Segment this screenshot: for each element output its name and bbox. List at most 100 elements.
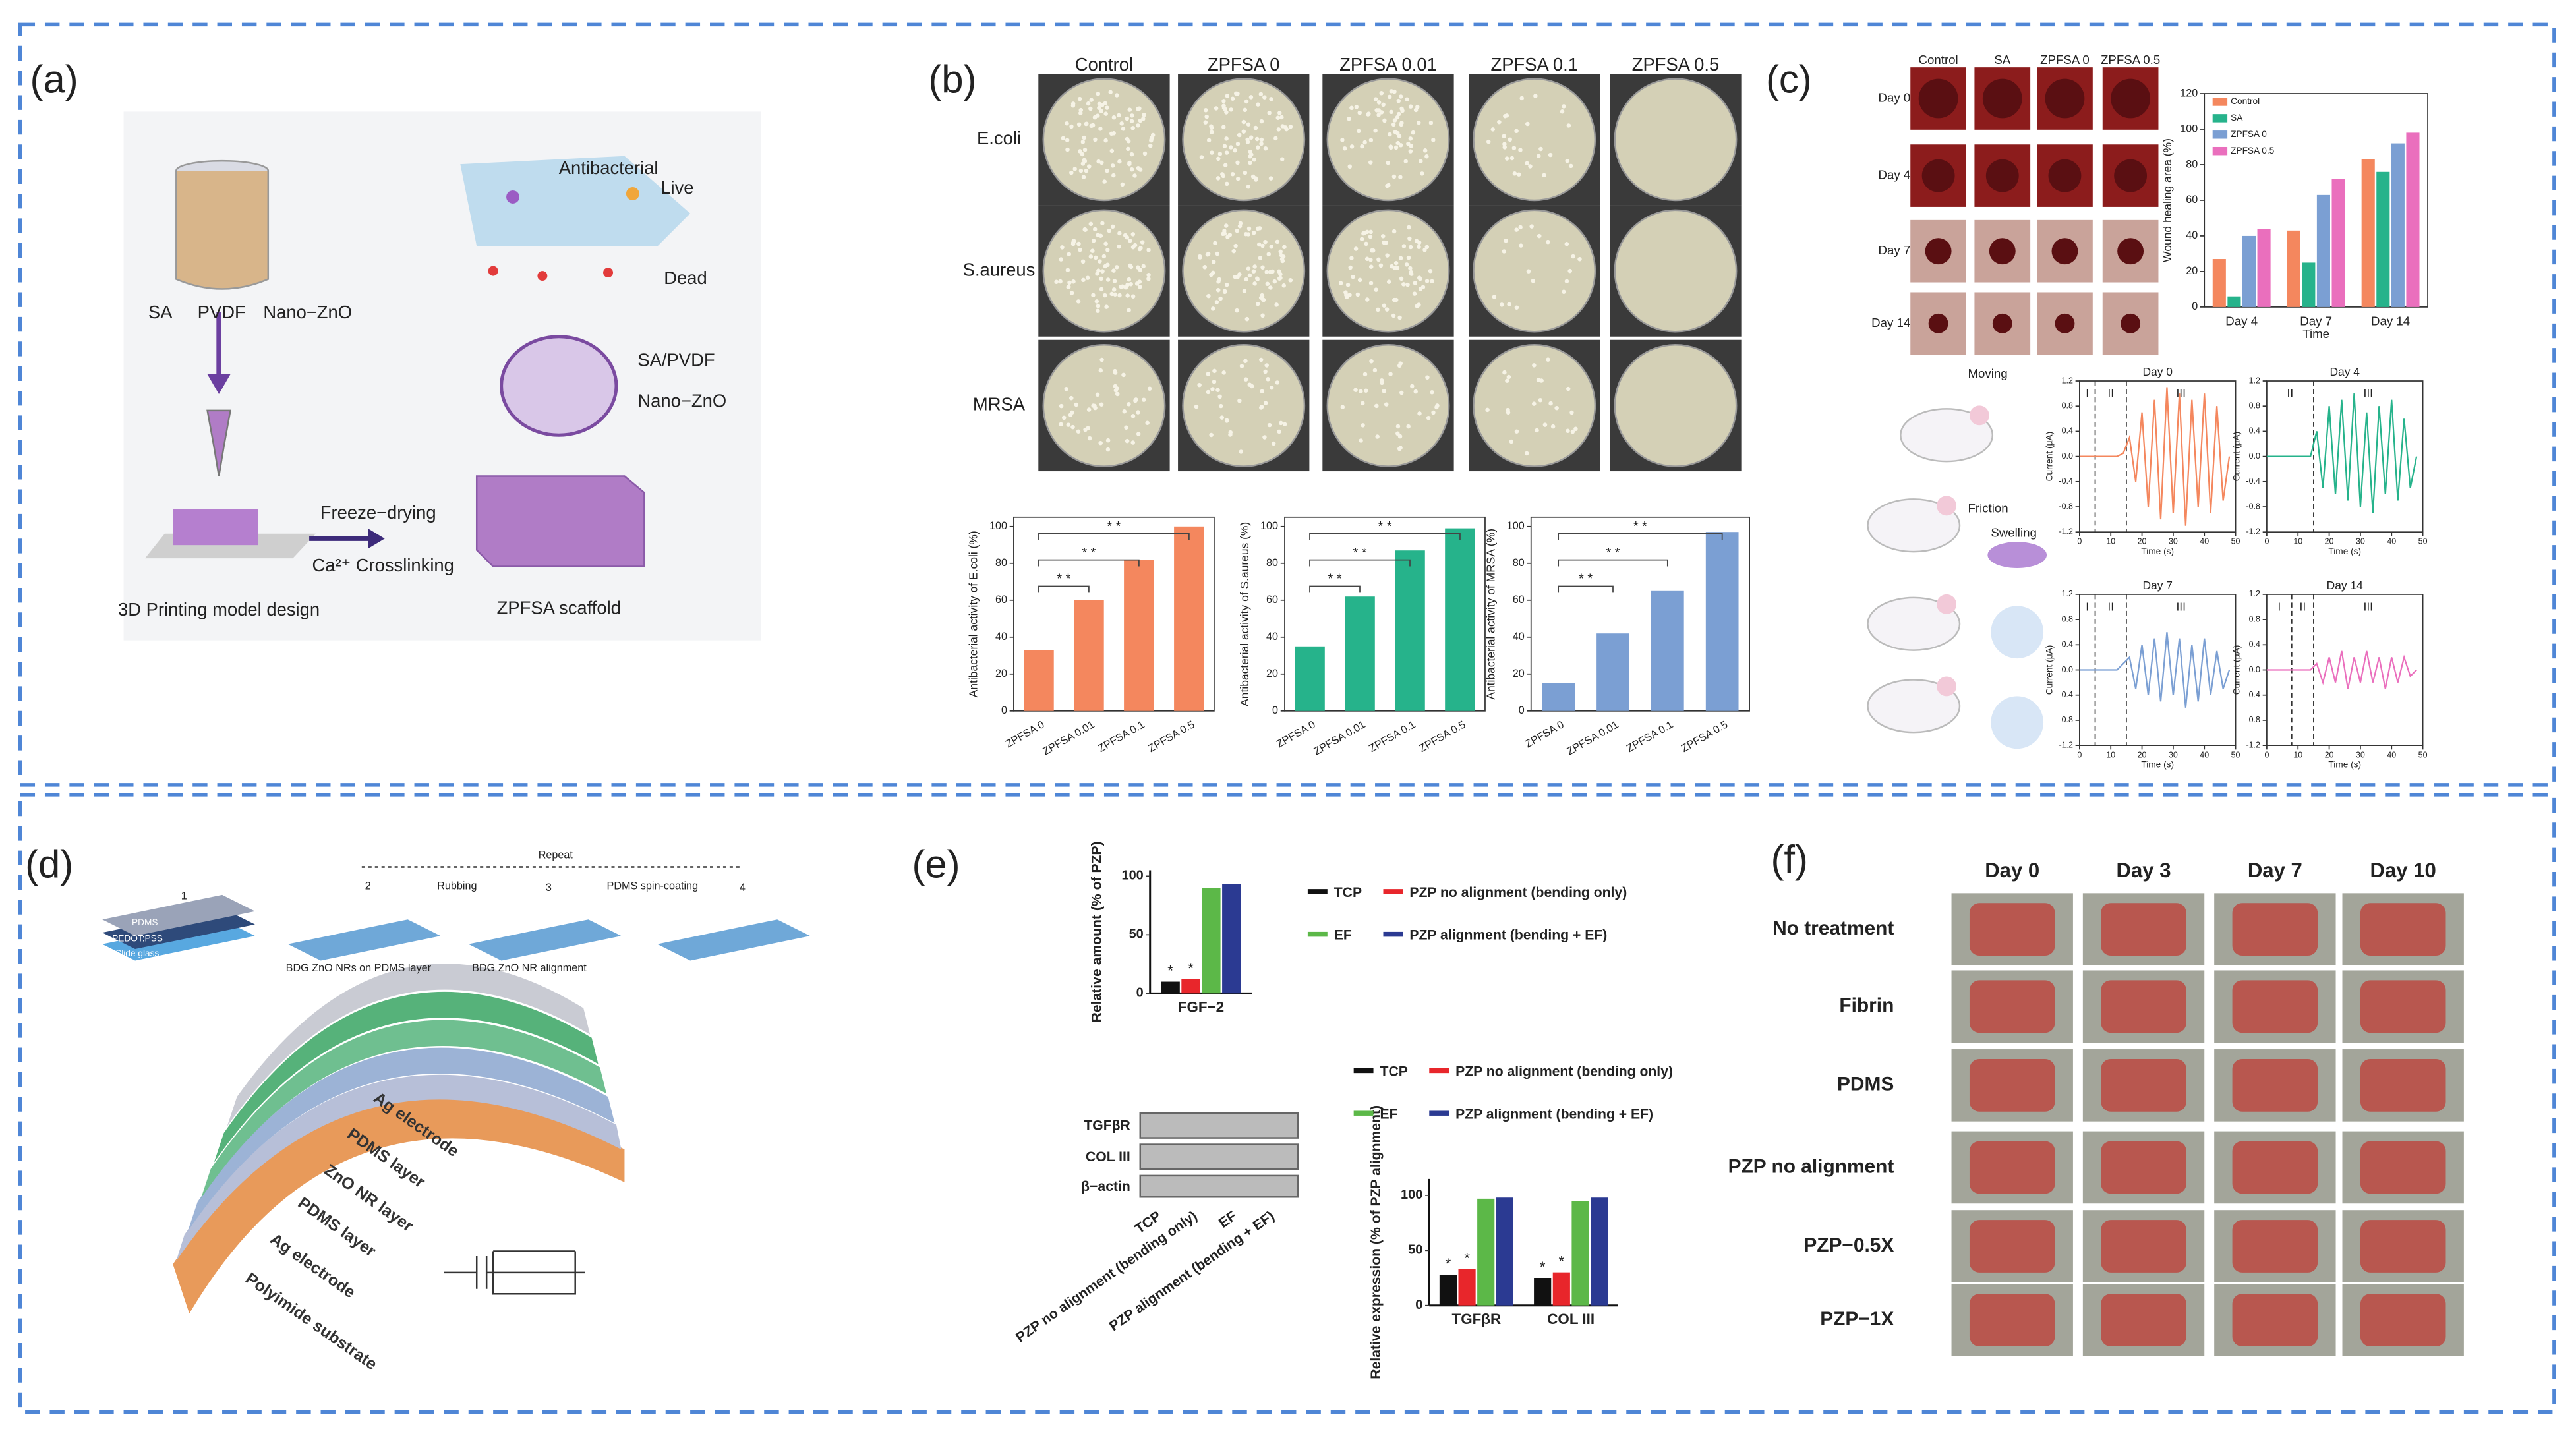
colony <box>1414 239 1419 243</box>
y-tick-label: 0 <box>1136 986 1144 1000</box>
colony <box>1249 384 1254 389</box>
y-axis-label: Relative expression (% of PZP alignment) <box>1368 1105 1384 1379</box>
colony <box>1401 282 1406 287</box>
colony <box>1424 279 1430 283</box>
colony <box>1391 174 1397 179</box>
colony <box>1218 296 1223 301</box>
colony <box>1514 129 1519 134</box>
row-header: No treatment <box>1772 917 1894 939</box>
current-line <box>2266 393 2418 513</box>
colony <box>1258 92 1264 97</box>
colony <box>1565 158 1569 163</box>
colony <box>1408 245 1413 250</box>
colony <box>1546 357 1550 362</box>
colony <box>1269 385 1274 390</box>
wound <box>2232 1220 2318 1273</box>
diagram-label: BDG ZnO NR alignment <box>472 962 587 974</box>
colony <box>1072 167 1077 171</box>
blot-band <box>1139 1174 1299 1198</box>
colony <box>1070 424 1075 430</box>
colony <box>1148 143 1153 148</box>
colony <box>1566 428 1570 433</box>
colony <box>1235 91 1240 96</box>
colony <box>1241 129 1246 134</box>
y-tick-label: 60 <box>2186 194 2198 206</box>
x-tick-label: 10 <box>2293 750 2302 759</box>
colony <box>1060 245 1065 250</box>
colony <box>1102 179 1107 184</box>
colony <box>1538 146 1543 152</box>
colony <box>1134 281 1140 286</box>
colony <box>1259 141 1264 146</box>
colony <box>1409 144 1413 148</box>
colony <box>1103 138 1108 143</box>
colony <box>1104 304 1109 309</box>
colony <box>1127 107 1132 112</box>
colony <box>1099 357 1104 362</box>
bar <box>1024 650 1054 711</box>
wound <box>2101 1141 2186 1194</box>
colony <box>1235 308 1239 313</box>
dead-bacteria <box>488 266 498 276</box>
column-header: Control <box>1075 54 1133 74</box>
colony <box>1130 294 1136 299</box>
colony <box>1288 278 1293 283</box>
colony <box>1406 424 1411 429</box>
colony <box>1385 183 1390 188</box>
diagram-label: Dead <box>664 268 707 288</box>
colony <box>1254 136 1260 142</box>
colony <box>1121 127 1126 131</box>
colony <box>1382 303 1387 308</box>
colony <box>1417 120 1421 125</box>
colony <box>1233 148 1237 153</box>
colony <box>1361 401 1365 406</box>
colony <box>1069 170 1074 175</box>
mouse <box>1867 498 1961 553</box>
colony <box>1130 414 1136 418</box>
y-tick-label: 100 <box>1260 520 1278 532</box>
colony <box>1252 264 1257 269</box>
colony <box>1103 293 1107 298</box>
colony <box>1509 439 1514 444</box>
significance-bracket <box>1309 559 1411 567</box>
y-tick-label: 40 <box>1513 631 1525 643</box>
mouse-ear <box>1937 676 1957 697</box>
colony <box>1570 429 1575 434</box>
colony <box>1524 451 1529 456</box>
colony <box>1359 237 1364 241</box>
blot-band <box>1139 1112 1299 1139</box>
wound <box>2048 159 2082 192</box>
arrowhead <box>368 529 385 549</box>
colony <box>1215 176 1221 181</box>
colony <box>1059 403 1064 409</box>
diagram-label: Ca²⁺ Crosslinking <box>312 555 454 575</box>
colony <box>1355 292 1361 297</box>
colony <box>1210 150 1214 155</box>
x-tick-label: Day 14 <box>2371 314 2410 328</box>
colony <box>1105 168 1109 173</box>
colony <box>1366 112 1370 117</box>
panel-d-art <box>102 866 810 1314</box>
colony <box>1393 130 1397 134</box>
colony <box>1111 173 1116 178</box>
y-tick-label: 0.8 <box>2249 401 2260 410</box>
colony <box>1364 388 1368 393</box>
colony <box>1504 238 1508 243</box>
phase-label: III <box>2363 600 2373 613</box>
x-tick-label: 50 <box>2231 536 2240 546</box>
x-tick-label: 20 <box>2325 750 2334 759</box>
colony <box>1426 415 1431 420</box>
plate <box>1614 78 1738 202</box>
colony <box>1379 110 1384 115</box>
legend-label: EF <box>1334 928 1352 943</box>
colony <box>1277 429 1281 434</box>
colony <box>1128 264 1134 270</box>
colony <box>1538 397 1543 403</box>
colony <box>1502 134 1506 138</box>
colony <box>1194 404 1199 409</box>
phase-label: I <box>2086 600 2089 613</box>
diagram-label: PVDF <box>198 302 246 322</box>
plot-frame <box>1284 516 1486 712</box>
colony <box>1111 115 1117 120</box>
colony <box>1536 378 1541 382</box>
